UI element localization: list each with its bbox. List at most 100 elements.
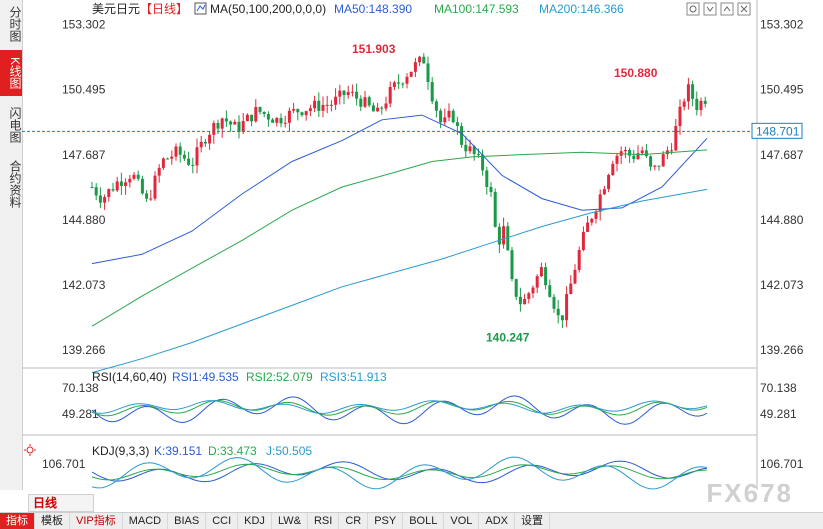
candle-body [418,56,422,63]
candle-body [397,82,401,84]
price-tick-left: 144.880 [62,213,106,227]
indicator-tab-3[interactable]: MACD [123,513,169,529]
candle-body [607,175,611,190]
arrow-down-icon[interactable] [703,2,717,16]
svg-text:148.701: 148.701 [756,124,800,138]
candle-body [149,198,153,200]
candle-body [468,146,472,152]
kdj-d-value: D:33.473 [208,444,257,458]
kdj-j-line [91,456,708,490]
tab-timeshare[interactable]: 分时图 [8,6,22,42]
indicator-tab-8[interactable]: RSI [308,513,340,529]
candle-body [602,189,606,195]
candle-body [342,90,346,96]
candle-body [565,294,569,321]
price-tick-right: 139.266 [760,343,804,357]
kdj-k-line [91,460,708,484]
indicator-tab-10[interactable]: PSY [368,513,404,529]
candle-body [560,315,564,321]
tab-kline[interactable]: K线图 [0,50,22,96]
price-tick-right: 144.880 [760,213,804,227]
candle-body [413,62,417,72]
candle-body [577,249,581,270]
price-tick-right: 147.687 [760,148,804,162]
indicator-tab-12[interactable]: VOL [444,513,480,529]
indicator-tab-13[interactable]: ADX [479,513,515,529]
indicator-tab-4[interactable]: BIAS [168,513,207,529]
price-tick-left: 153.302 [62,18,106,32]
indicator-tab-9[interactable]: CR [339,513,369,529]
candle-body [678,106,682,127]
candle-body [166,158,170,160]
candle-body [514,279,518,297]
candle-body [548,285,552,297]
sun-icon[interactable] [24,444,36,456]
kdj-title: KDJ(9,3,3) [92,444,149,458]
settings-icon[interactable] [686,2,700,16]
candle-body [632,155,636,160]
candle-body [187,158,191,165]
candle-body [661,154,665,167]
candle-body [586,222,590,232]
rsi-axis-left-top: 70.138 [62,381,99,395]
indicator-tab-5[interactable]: CCI [206,513,239,529]
rsi-title: RSI(14,60,40) [92,370,167,384]
arrow-up-icon[interactable] [720,2,734,16]
candle-body [388,86,392,104]
candle-body [590,218,594,223]
kdj-j-value: J:50.505 [266,444,312,458]
candle-body [233,121,237,125]
indicator-tab-1[interactable]: 模板 [35,513,70,529]
candle-body [691,84,695,99]
candle-body [581,231,585,250]
kdj-axis-left: 106.701 [42,457,86,471]
candle-body [695,98,699,111]
candle-body [451,110,455,123]
candle-body [346,91,350,96]
close-icon[interactable] [737,2,751,16]
ma-settings-icon[interactable] [194,2,207,15]
candle-body [376,107,380,112]
symbol-label: 美元日元 [92,2,140,16]
candle-body [644,150,648,157]
tab-contract-info[interactable]: 合约资料 [8,160,22,208]
candle-body [615,155,619,164]
candle-body [334,96,338,105]
candle-body [359,98,363,107]
candle-body [649,156,653,167]
rsi1-value: RSI1:49.535 [172,370,239,384]
indicator-tab-0[interactable]: 指标 [0,513,35,529]
candle-body [502,226,506,245]
indicator-tab-6[interactable]: KDJ [238,513,272,529]
indicator-tab-2[interactable]: VIP指标 [70,513,123,529]
candle-body [535,276,539,288]
candles [90,53,707,329]
left-sidebar: 分时图 K线图 闪电图 合约资料 [0,0,23,490]
indicator-tab-7[interactable]: LW& [272,513,308,529]
tab-flash[interactable]: 闪电图 [8,107,22,143]
candle-body [170,156,174,159]
price-tick-right: 153.302 [760,18,804,32]
candle-body [191,164,195,166]
candle-body [640,150,644,154]
candle-body [682,101,686,107]
annotation-low: 140.247 [486,330,530,344]
candle-body [199,141,203,148]
candle-body [124,182,128,186]
candle-body [275,117,279,123]
candle-body [115,181,119,191]
indicator-tab-11[interactable]: BOLL [403,513,445,529]
candle-body [653,165,657,167]
candle-body [623,149,627,152]
ma200-value: MA200:146.366 [539,2,624,16]
kline-chart[interactable]: 美元日元 【日线】 MA(50,100,200,0,0,0) MA50:148.… [22,0,823,507]
candle-body [338,90,342,97]
candle-body [686,84,690,102]
candle-body [245,114,249,122]
period-selector[interactable]: 日线 [28,494,94,512]
current-price-tag: 148.701 [751,122,803,139]
candle-body [464,144,468,152]
candle-body [506,226,510,251]
candle-body [111,189,115,191]
indicator-tab-14[interactable]: 设置 [515,513,550,529]
